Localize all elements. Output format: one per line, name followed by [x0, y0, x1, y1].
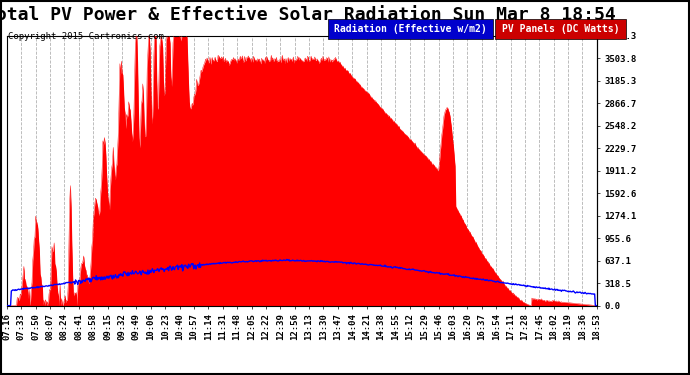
Text: Radiation (Effective w/m2): Radiation (Effective w/m2): [334, 24, 487, 34]
Text: PV Panels (DC Watts): PV Panels (DC Watts): [502, 24, 619, 34]
Text: Total PV Power & Effective Solar Radiation Sun Mar 8 18:54: Total PV Power & Effective Solar Radiati…: [0, 6, 615, 24]
Text: Copyright 2015 Cartronics.com: Copyright 2015 Cartronics.com: [8, 32, 164, 41]
